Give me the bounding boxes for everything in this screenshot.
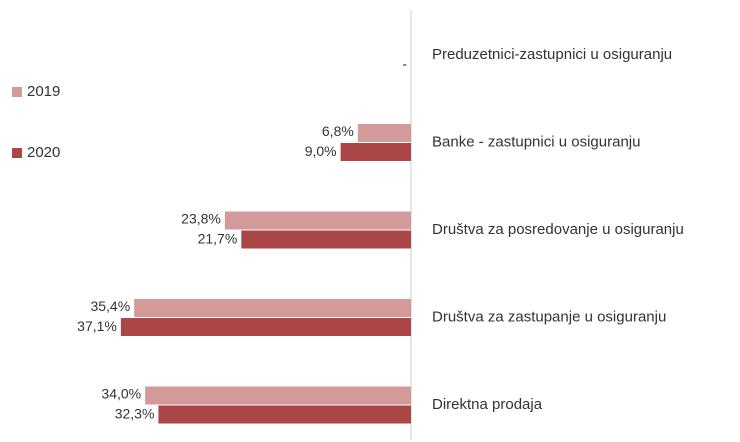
- bar: [134, 299, 411, 317]
- value-label: 6,8%: [322, 123, 354, 139]
- category-label: Društva za zastupanje u osiguranju: [432, 308, 666, 325]
- legend-label: 2019: [27, 83, 60, 100]
- legend-swatch: [12, 87, 22, 97]
- value-label: 37,1%: [77, 318, 117, 334]
- bar: [158, 405, 411, 424]
- bar: [145, 386, 411, 405]
- value-label: 21,7%: [198, 231, 238, 247]
- legend-swatch: [12, 148, 22, 158]
- value-label: 34,0%: [101, 386, 141, 402]
- category-label: Banke - zastupnici u osiguranju: [432, 133, 640, 150]
- value-label: 23,8%: [181, 211, 221, 227]
- category-label: Direktna prodaja: [432, 396, 543, 413]
- bar: [120, 318, 412, 336]
- value-label: 35,4%: [90, 298, 130, 314]
- value-label: 9,0%: [305, 143, 337, 159]
- value-label: -: [402, 56, 407, 72]
- category-label: Društva za posredovanje u osiguranju: [432, 221, 684, 238]
- value-label: 32,3%: [115, 406, 155, 422]
- bar: [224, 211, 411, 230]
- bar: [340, 143, 411, 161]
- category-label: Preduzetnici-zastupnici u osiguranju: [432, 46, 672, 63]
- legend-label: 2020: [27, 144, 60, 161]
- bar: [357, 124, 411, 142]
- bar: [241, 230, 411, 249]
